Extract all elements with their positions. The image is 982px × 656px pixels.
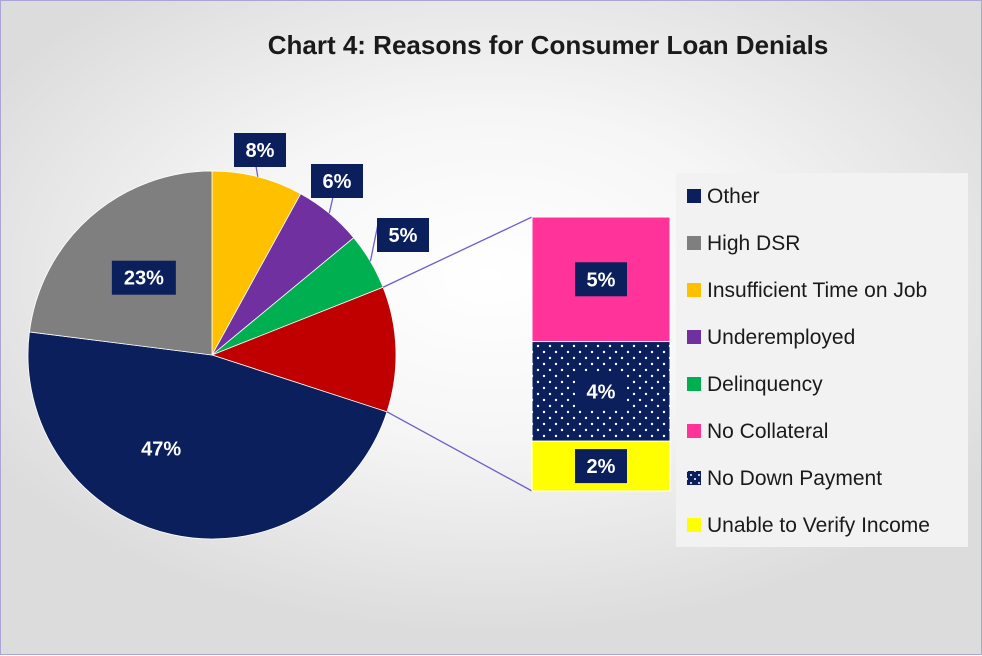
pie-slice-other-combined xyxy=(210,286,397,413)
pie-slice-insufficient-time-on-job xyxy=(211,170,302,356)
data-label-text: 23% xyxy=(124,268,164,290)
leader-line-insufficient-time-on-job xyxy=(255,165,259,177)
data-labels: 47% 23% 8% 6% 5% 5% 4% 2% xyxy=(111,133,627,484)
connector-line-bottom xyxy=(386,411,533,492)
legend-label: Other xyxy=(707,185,760,208)
chart-title: Chart 4: Reasons for Consumer Loan Denia… xyxy=(268,30,829,60)
legend-swatch xyxy=(687,189,701,203)
legend-label: Delinquency xyxy=(707,373,823,396)
legend-item-no-down-payment: No Down Payment xyxy=(687,467,882,490)
legend-item-no-collateral: No Collateral xyxy=(687,420,828,443)
data-label-insufficient-time-on-job: 8% xyxy=(234,133,286,167)
legend-swatch xyxy=(687,236,701,250)
legend-item-high-dsr: High DSR xyxy=(687,232,800,255)
legend-label: No Down Payment xyxy=(707,467,882,490)
leader-line-underemployed xyxy=(328,196,334,214)
data-label-box xyxy=(311,164,363,198)
data-label-text: 6% xyxy=(323,171,352,193)
legend-swatch xyxy=(687,283,701,297)
data-label-box xyxy=(377,218,429,252)
legend-label: Underemployed xyxy=(707,326,855,349)
data-label-high-dsr: 23% xyxy=(111,260,176,295)
pie xyxy=(27,170,397,540)
data-label-text: 5% xyxy=(587,269,616,291)
data-label-text: 5% xyxy=(389,225,418,247)
data-label-no-down-payment: 4% xyxy=(575,374,627,409)
pie-slice-other xyxy=(27,331,388,540)
legend-swatch xyxy=(687,424,701,438)
data-label-box xyxy=(234,133,286,167)
legend-label: High DSR xyxy=(707,232,800,255)
legend-swatch xyxy=(687,377,701,391)
data-label-text: 4% xyxy=(587,381,616,403)
legend-background xyxy=(676,173,968,547)
data-label-unable-to-verify-income: 2% xyxy=(575,449,627,484)
data-label-box xyxy=(575,449,627,484)
legend-item-unable-to-verify-income: Unable to Verify Income xyxy=(687,514,930,537)
legend: Other High DSR Insufficient Time on Job Und… xyxy=(676,173,968,547)
legend-item-insufficient-time-on-job: Insufficient Time on Job xyxy=(687,279,927,302)
legend-label: No Collateral xyxy=(707,420,828,443)
legend-item-delinquency: Delinquency xyxy=(687,373,823,396)
legend-item-underemployed: Underemployed xyxy=(687,326,855,349)
data-label-delinquency: 5% xyxy=(377,218,429,252)
data-label-text: 47% xyxy=(141,438,181,460)
data-label-box xyxy=(129,431,194,466)
legend-swatch xyxy=(687,518,701,532)
legend-swatch xyxy=(687,330,701,344)
data-label-underemployed: 6% xyxy=(311,164,363,198)
data-label-box xyxy=(575,374,627,409)
data-label-no-collateral: 5% xyxy=(575,262,627,297)
data-label-box xyxy=(111,260,176,295)
legend-label: Unable to Verify Income xyxy=(707,514,930,537)
legend-item-other: Other xyxy=(687,185,760,208)
data-label-text: 8% xyxy=(246,140,275,162)
connector-line-top xyxy=(382,216,533,288)
data-label-text: 2% xyxy=(587,456,616,478)
legend-label: Insufficient Time on Job xyxy=(707,279,927,302)
data-label-other: 47% xyxy=(129,431,194,466)
data-label-box xyxy=(575,262,627,297)
legend-swatch xyxy=(687,471,701,485)
